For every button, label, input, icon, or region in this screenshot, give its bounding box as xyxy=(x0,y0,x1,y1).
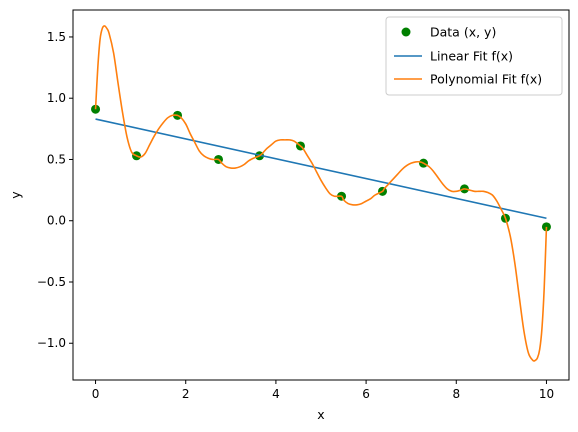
x-tick-label: 0 xyxy=(92,387,100,401)
polynomial-fit-line xyxy=(94,25,548,362)
legend: Data (x, y) Linear Fit f(x) Polynomial F… xyxy=(385,16,563,96)
x-tick-label: 10 xyxy=(539,387,554,401)
legend-marker-data xyxy=(401,27,411,37)
y-tick-label: 1.0 xyxy=(47,91,66,105)
x-axis-label: x xyxy=(317,407,324,422)
y-tick-label: −1.0 xyxy=(37,336,66,350)
y-tick-label: 0.0 xyxy=(47,214,66,228)
y-tick-label: 1.5 xyxy=(47,30,66,44)
legend-label-polynomial-fit: Polynomial Fit f(x) xyxy=(430,72,542,87)
y-tick-label: −0.5 xyxy=(37,275,66,289)
legend-label-linear-fit: Linear Fit f(x) xyxy=(430,49,513,64)
x-tick-label: 4 xyxy=(272,387,280,401)
plot-area xyxy=(91,25,551,362)
legend-label-data: Data (x, y) xyxy=(430,25,496,40)
y-axis-label: y xyxy=(8,191,23,199)
legend-box xyxy=(385,16,563,96)
x-tick-label: 2 xyxy=(182,387,190,401)
x-tick-label: 6 xyxy=(362,387,370,401)
y-tick-label: 0.5 xyxy=(47,152,66,166)
x-tick-label: 8 xyxy=(452,387,460,401)
linear-fit-line xyxy=(95,118,547,220)
axes-frame xyxy=(72,9,570,381)
axis-ticks: 0 2 4 6 8 10 −1.0 −0.5 0.0 0.5 1.0 1.5 xyxy=(37,30,554,401)
